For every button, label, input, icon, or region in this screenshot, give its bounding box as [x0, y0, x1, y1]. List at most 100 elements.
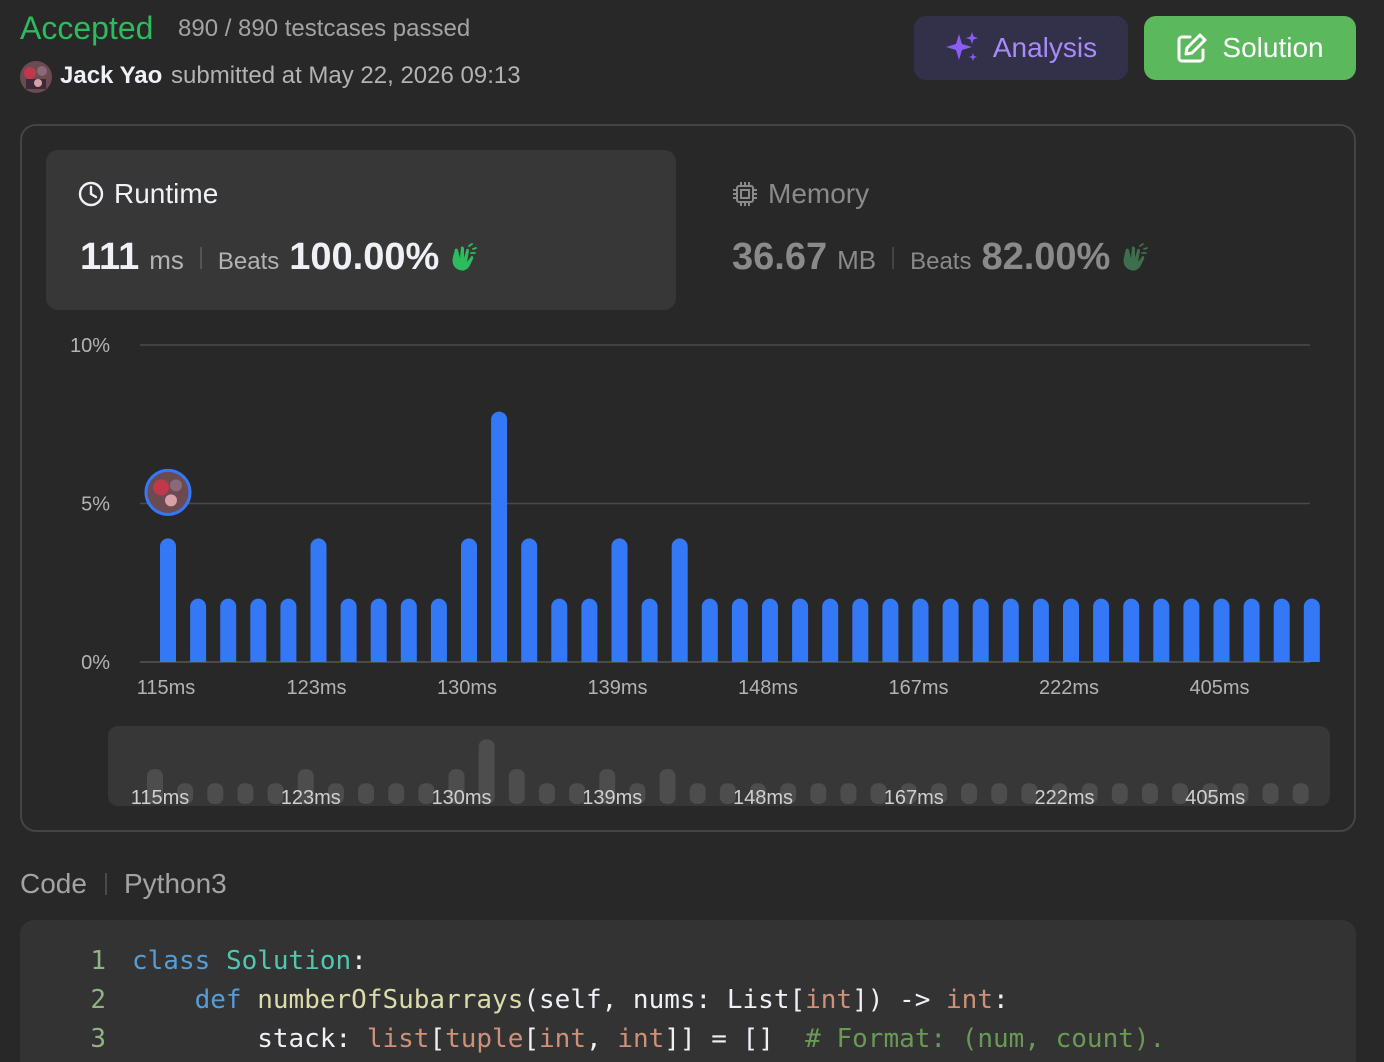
y-tick-label: 10% [70, 335, 110, 357]
chart-bar[interactable] [220, 599, 236, 662]
mini-bar [1263, 783, 1279, 804]
chart-bar[interactable] [1033, 599, 1049, 662]
chart-bar[interactable] [702, 599, 718, 662]
mini-bar [388, 783, 404, 804]
mini-bar [207, 783, 223, 804]
chart-bar[interactable] [792, 599, 808, 662]
mini-bar [1112, 783, 1128, 804]
mini-bar [810, 783, 826, 804]
chart-bar-base [762, 654, 778, 662]
chart-bar[interactable] [672, 538, 688, 662]
code-line: 3 stack: list[tuple[int, int]] = [] # Fo… [40, 1024, 1165, 1054]
chart-bar[interactable] [1183, 599, 1199, 662]
chart-bar[interactable] [160, 538, 176, 662]
chart-bar[interactable] [1093, 599, 1109, 662]
chart-bar-base [1093, 654, 1109, 662]
chart-bar[interactable] [431, 599, 447, 662]
chart-bar[interactable] [280, 599, 296, 662]
chart-bar[interactable] [1063, 599, 1079, 662]
chart-bar[interactable] [973, 599, 989, 662]
x-tick-label: 115ms [137, 677, 196, 699]
chart-bar-base [431, 654, 447, 662]
chart-bar[interactable] [882, 599, 898, 662]
chart-bar[interactable] [190, 599, 206, 662]
chart-bar-base [943, 654, 959, 662]
mini-bar [991, 783, 1007, 804]
mini-x-label: 222ms [1034, 787, 1094, 809]
chart-bar[interactable] [551, 599, 567, 662]
mini-x-label: 139ms [582, 787, 642, 809]
chart-bar-base [913, 654, 929, 662]
code-block[interactable]: 1 class Solution: 2 def numberOfSubarrays… [20, 920, 1356, 1062]
chart-bar[interactable] [852, 599, 868, 662]
chart-bar[interactable] [1153, 599, 1169, 662]
chart-bar-base [672, 654, 688, 662]
runtime-distribution-chart[interactable]: 10% 5% 0% 115ms 123ms 130ms 139ms 148ms 167ms 22… [0, 0, 1384, 840]
chart-bar-base [551, 654, 567, 662]
chart-bar[interactable] [1123, 599, 1139, 662]
chart-bar[interactable] [1214, 599, 1230, 662]
x-tick-label: 405ms [1189, 677, 1249, 699]
mini-x-label: 405ms [1185, 787, 1245, 809]
mini-bar [1142, 783, 1158, 804]
chart-bar-base [311, 654, 327, 662]
chart-bar-base [220, 654, 236, 662]
divider [105, 873, 107, 895]
chart-bar-base [160, 654, 176, 662]
chart-bar[interactable] [491, 412, 507, 662]
x-tick-label: 167ms [888, 677, 948, 699]
chart-bar-base [882, 654, 898, 662]
chart-bar[interactable] [1003, 599, 1019, 662]
mini-bar [690, 783, 706, 804]
mini-x-label: 130ms [431, 787, 491, 809]
user-avatar-marker[interactable] [146, 470, 190, 514]
chart-bar[interactable] [371, 599, 387, 662]
x-tick-label: 222ms [1039, 677, 1099, 699]
chart-bar-base [491, 654, 507, 662]
chart-bar[interactable] [1304, 599, 1320, 662]
chart-bar-base [1153, 654, 1169, 662]
chart-bar-base [1244, 654, 1260, 662]
code-line: 1 class Solution: [40, 946, 367, 976]
chart-bar[interactable] [943, 599, 959, 662]
chart-bar[interactable] [822, 599, 838, 662]
x-tick-label: 139ms [587, 677, 647, 699]
code-label: Code [20, 868, 87, 900]
chart-bar[interactable] [521, 538, 537, 662]
x-tick-label: 148ms [738, 677, 798, 699]
code-language: Python3 [124, 868, 227, 900]
mini-bar [840, 783, 856, 804]
chart-bar-base [1003, 654, 1019, 662]
chart-bar[interactable] [642, 599, 658, 662]
chart-bar-base [190, 654, 206, 662]
mini-bar [539, 783, 555, 804]
chart-bar-base [642, 654, 658, 662]
chart-bar-base [250, 654, 266, 662]
mini-x-label: 148ms [733, 787, 793, 809]
chart-bar[interactable] [250, 599, 266, 662]
chart-bar-base [702, 654, 718, 662]
chart-bar-base [371, 654, 387, 662]
mini-bar [961, 783, 977, 804]
chart-bar[interactable] [1274, 599, 1290, 662]
chart-bar[interactable] [732, 599, 748, 662]
chart-bar[interactable] [1244, 599, 1260, 662]
chart-bar[interactable] [461, 538, 477, 662]
mini-x-label: 123ms [281, 787, 341, 809]
chart-bar[interactable] [762, 599, 778, 662]
chart-bar-base [792, 654, 808, 662]
chart-bar[interactable] [401, 599, 417, 662]
chart-bar-base [1063, 654, 1079, 662]
chart-bar[interactable] [341, 599, 357, 662]
code-line: 2 def numberOfSubarrays(self, nums: List… [40, 985, 1009, 1015]
chart-bar-base [852, 654, 868, 662]
chart-bar[interactable] [612, 538, 628, 662]
chart-bar[interactable] [311, 538, 327, 662]
chart-bar[interactable] [581, 599, 597, 662]
chart-bar-base [1304, 654, 1320, 662]
x-tick-label: 123ms [286, 677, 346, 699]
chart-bar-base [1214, 654, 1230, 662]
chart-bar-base [401, 654, 417, 662]
chart-bar-base [1274, 654, 1290, 662]
chart-bar[interactable] [913, 599, 929, 662]
